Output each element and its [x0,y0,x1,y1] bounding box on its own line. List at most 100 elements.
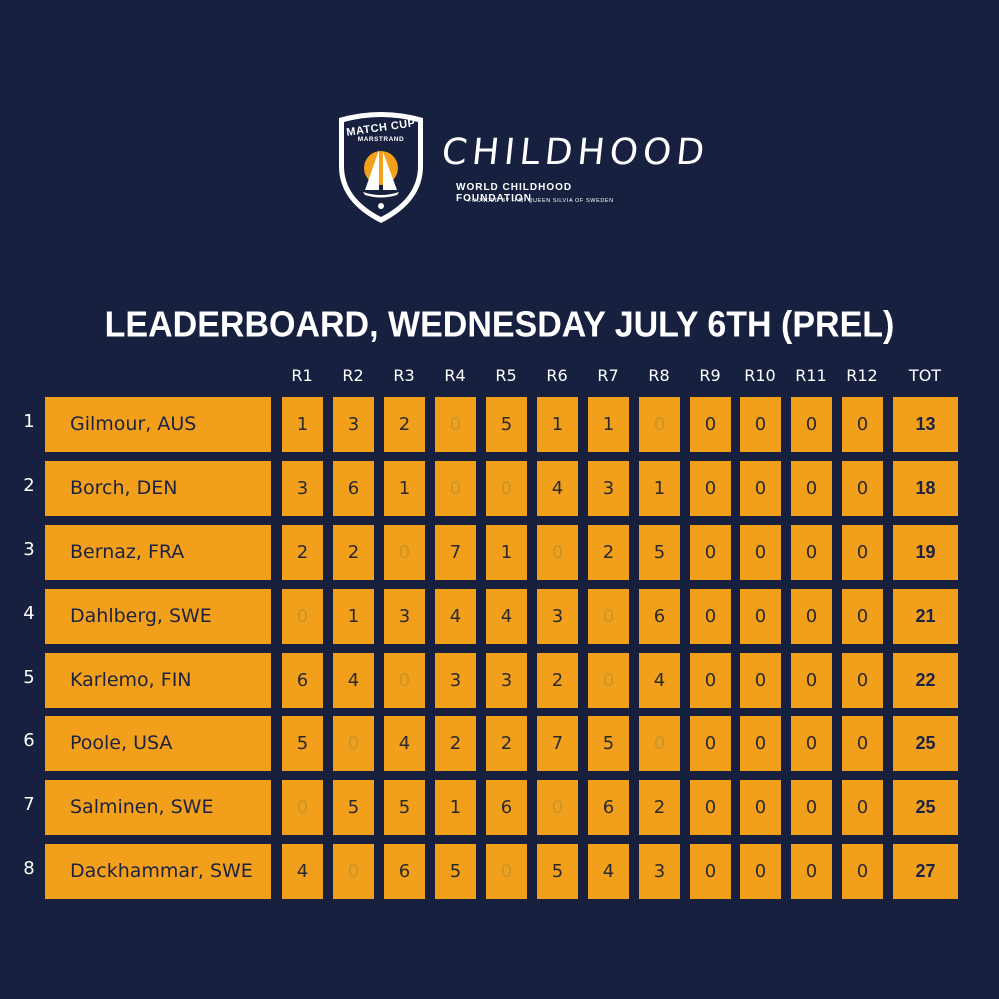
score-cell-r3: 1 [384,461,425,516]
total-score: 25 [893,716,958,771]
score-cell-r5: 6 [486,780,527,835]
score-cell-r12: 0 [842,589,883,644]
total-score: 13 [893,397,958,452]
total-score: 21 [893,589,958,644]
score-cell-r3: 5 [384,780,425,835]
score-cell-r12: 0 [842,844,883,899]
column-header-r3: R3 [393,366,415,385]
score-cell-r4: 0 [435,461,476,516]
column-header-r12: R12 [846,366,878,385]
competitor-name: Dahlberg, SWE [45,589,271,644]
score-cell-r5: 0 [486,844,527,899]
total-score: 19 [893,525,958,580]
score-cell-r6: 0 [537,525,578,580]
score-cell-r10: 0 [740,780,781,835]
score-cell-r9: 0 [690,780,731,835]
total-score: 18 [893,461,958,516]
column-header-r5: R5 [495,366,517,385]
score-cell-r12: 0 [842,716,883,771]
score-cell-r11: 0 [791,589,832,644]
score-cell-r5: 3 [486,653,527,708]
column-header-r11: R11 [795,366,827,385]
score-cell-r5: 1 [486,525,527,580]
score-cell-r11: 0 [791,461,832,516]
score-cell-r6: 4 [537,461,578,516]
score-cell-r5: 4 [486,589,527,644]
page-title: LEADERBOARD, WEDNESDAY JULY 6TH (PREL) [104,305,895,345]
score-cell-r10: 0 [740,716,781,771]
score-cell-r11: 0 [791,525,832,580]
score-cell-r10: 0 [740,461,781,516]
competitor-name: Salminen, SWE [45,780,271,835]
score-cell-r2: 1 [333,589,374,644]
score-cell-r6: 1 [537,397,578,452]
score-cell-r10: 0 [740,589,781,644]
score-cell-r6: 2 [537,653,578,708]
rank-number: 6 [23,730,35,751]
match-cup-text: MATCH CUP MARSTRAND [337,117,425,143]
competitor-name: Bernaz, FRA [45,525,271,580]
column-header-r8: R8 [648,366,670,385]
score-cell-r4: 0 [435,397,476,452]
score-cell-r9: 0 [690,844,731,899]
column-header-r2: R2 [342,366,364,385]
total-score: 27 [893,844,958,899]
score-cell-r7: 5 [588,716,629,771]
rank-number: 1 [23,411,35,432]
score-cell-r9: 0 [690,397,731,452]
score-cell-r5: 2 [486,716,527,771]
score-cell-r4: 1 [435,780,476,835]
score-cell-r8: 3 [639,844,680,899]
score-cell-r9: 0 [690,525,731,580]
rank-number: 7 [23,794,35,815]
score-cell-r9: 0 [690,589,731,644]
score-cell-r11: 0 [791,653,832,708]
score-cell-r10: 0 [740,653,781,708]
total-score: 22 [893,653,958,708]
score-cell-r1: 2 [282,525,323,580]
match-cup-shield-icon [339,112,423,223]
score-cell-r3: 2 [384,397,425,452]
score-cell-r1: 3 [282,461,323,516]
rank-number: 5 [23,667,35,688]
score-cell-r3: 0 [384,653,425,708]
logo-area: MATCH CUP MARSTRAND CHILDHOOD WORLD CHIL… [0,0,999,240]
childhood-logo-tagline: FOUNDED BY H.M. QUEEN SILVIA OF SWEDEN [468,198,614,204]
score-cell-r5: 0 [486,461,527,516]
score-cell-r2: 0 [333,844,374,899]
column-header-r4: R4 [444,366,466,385]
score-cell-r10: 0 [740,397,781,452]
score-cell-r8: 6 [639,589,680,644]
score-cell-r6: 7 [537,716,578,771]
score-cell-r9: 0 [690,716,731,771]
score-cell-r7: 2 [588,525,629,580]
column-header-r10: R10 [744,366,776,385]
score-cell-r1: 4 [282,844,323,899]
score-cell-r11: 0 [791,716,832,771]
score-cell-r2: 6 [333,461,374,516]
score-cell-r7: 6 [588,780,629,835]
score-cell-r7: 0 [588,589,629,644]
score-cell-r11: 0 [791,397,832,452]
score-cell-r1: 0 [282,780,323,835]
score-cell-r4: 7 [435,525,476,580]
score-cell-r12: 0 [842,653,883,708]
competitor-name: Borch, DEN [45,461,271,516]
score-cell-r8: 2 [639,780,680,835]
score-cell-r4: 3 [435,653,476,708]
score-cell-r8: 4 [639,653,680,708]
rank-number: 4 [23,603,35,624]
score-cell-r10: 0 [740,844,781,899]
score-cell-r1: 1 [282,397,323,452]
score-cell-r9: 0 [690,653,731,708]
score-cell-r2: 3 [333,397,374,452]
score-cell-r6: 3 [537,589,578,644]
match-cup-line2: MARSTRAND [357,136,405,143]
rank-number: 8 [23,858,35,879]
score-cell-r4: 4 [435,589,476,644]
score-cell-r7: 1 [588,397,629,452]
score-cell-r2: 4 [333,653,374,708]
score-cell-r10: 0 [740,525,781,580]
score-cell-r8: 0 [639,716,680,771]
score-cell-r11: 0 [791,780,832,835]
